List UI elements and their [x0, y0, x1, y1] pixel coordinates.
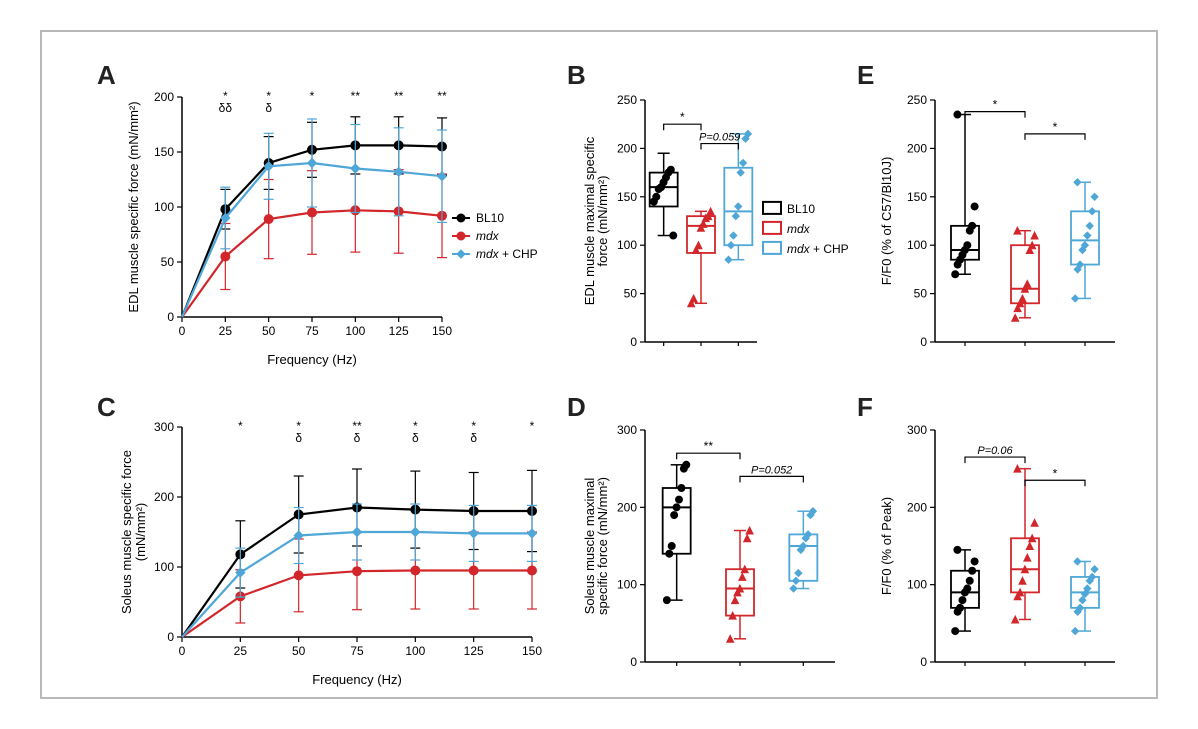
- svg-text:300: 300: [154, 420, 174, 434]
- svg-text:**: **: [704, 439, 714, 453]
- svg-text:δ: δ: [470, 431, 477, 445]
- panel-label-D: D: [567, 392, 586, 423]
- svg-text:F/F0 (% of C57/Bl10J): F/F0 (% of C57/Bl10J): [879, 157, 894, 286]
- svg-text:(mN/mm²): (mN/mm²): [133, 503, 148, 561]
- svg-text:50: 50: [292, 644, 306, 658]
- svg-text:75: 75: [305, 324, 319, 338]
- svg-text:100: 100: [617, 238, 637, 252]
- panel-E-chart: 0 50 100 150 200 250 F/F0 (% of C57/Bl10J) * *: [877, 82, 1127, 372]
- panel-label-C: C: [97, 392, 116, 423]
- svg-text:0: 0: [167, 630, 174, 644]
- svg-text:100: 100: [617, 578, 637, 592]
- svg-text:50: 50: [161, 255, 175, 269]
- svg-text:200: 200: [617, 500, 637, 514]
- svg-text:δ: δ: [354, 431, 361, 445]
- svg-text:*: *: [238, 419, 243, 433]
- svg-text:100: 100: [907, 578, 927, 592]
- svg-text:δ: δ: [295, 431, 302, 445]
- svg-text:Frequency (Hz): Frequency (Hz): [312, 672, 402, 687]
- svg-text:*: *: [310, 89, 315, 103]
- svg-text:150: 150: [522, 644, 542, 658]
- svg-text:250: 250: [617, 93, 637, 107]
- panel-B-chart: 050100150200250EDL muscle maximal specif…: [587, 82, 847, 372]
- svg-text:150: 150: [432, 324, 452, 338]
- svg-text:300: 300: [907, 423, 927, 437]
- svg-text:*: *: [993, 98, 998, 112]
- svg-text:0: 0: [167, 310, 174, 324]
- svg-text:200: 200: [154, 490, 174, 504]
- svg-text:0: 0: [630, 655, 637, 669]
- svg-text:P=0.06: P=0.06: [977, 445, 1013, 457]
- svg-text:25: 25: [234, 644, 248, 658]
- svg-text:**: **: [437, 89, 447, 103]
- svg-text:200: 200: [154, 90, 174, 104]
- svg-text:P=0.052: P=0.052: [751, 464, 792, 476]
- panel-F-chart: 0 100 200 300 F/F0 (% of Peak) P=0.06 *: [877, 412, 1127, 692]
- svg-text:*: *: [680, 110, 685, 124]
- svg-text:**: **: [394, 89, 404, 103]
- svg-text:0: 0: [630, 335, 637, 349]
- svg-text:BL10: BL10: [476, 211, 504, 225]
- panel-label-A: A: [97, 60, 116, 91]
- svg-text:50: 50: [914, 287, 928, 301]
- svg-text:125: 125: [464, 644, 484, 658]
- svg-text:200: 200: [907, 141, 927, 155]
- svg-text:Frequency (Hz): Frequency (Hz): [267, 352, 357, 367]
- svg-text:mdx + CHP: mdx + CHP: [787, 242, 849, 256]
- svg-text:P=0.059: P=0.059: [699, 132, 740, 144]
- svg-text:0: 0: [920, 335, 927, 349]
- svg-text:δ: δ: [265, 101, 272, 115]
- svg-text:*: *: [1053, 466, 1058, 480]
- svg-text:100: 100: [405, 644, 425, 658]
- svg-text:100: 100: [154, 560, 174, 574]
- svg-text:0: 0: [179, 324, 186, 338]
- svg-text:200: 200: [907, 500, 927, 514]
- svg-text:0: 0: [920, 655, 927, 669]
- svg-text:250: 250: [907, 93, 927, 107]
- svg-text:mdx: mdx: [476, 229, 500, 243]
- svg-text:*: *: [530, 419, 535, 433]
- panel-label-F: F: [857, 392, 873, 423]
- svg-text:**: **: [351, 89, 361, 103]
- svg-text:0: 0: [179, 644, 186, 658]
- svg-text:25: 25: [219, 324, 233, 338]
- svg-text:100: 100: [907, 238, 927, 252]
- svg-text:δ: δ: [412, 431, 419, 445]
- figure-frame: A B E C D F 0 50 100 150 200 0 25 50 75 100 125 150…: [40, 30, 1158, 699]
- svg-text:150: 150: [617, 190, 637, 204]
- svg-text:F/F0 (% of Peak): F/F0 (% of Peak): [879, 497, 894, 595]
- panel-label-B: B: [567, 60, 586, 91]
- svg-text:specific force (mN/mm²): specific force (mN/mm²): [595, 477, 610, 615]
- svg-text:50: 50: [262, 324, 276, 338]
- svg-text:100: 100: [345, 324, 365, 338]
- svg-text:50: 50: [624, 287, 638, 301]
- svg-text:δδ: δδ: [219, 101, 233, 115]
- svg-text:200: 200: [617, 141, 637, 155]
- svg-text:*: *: [1053, 120, 1058, 134]
- svg-text:EDL muscle specific force (mN/: EDL muscle specific force (mN/mm²): [126, 101, 141, 312]
- svg-text:300: 300: [617, 423, 637, 437]
- svg-text:75: 75: [350, 644, 364, 658]
- svg-text:mdx: mdx: [787, 222, 811, 236]
- svg-text:125: 125: [389, 324, 409, 338]
- panel-C-chart: 0 100 200 300 0 25 50 75 100 125 150 Frequency (Hz)…: [122, 412, 552, 692]
- svg-text:mdx + CHP: mdx + CHP: [476, 247, 538, 261]
- svg-text:Soleus muscle specific force: Soleus muscle specific force: [119, 450, 134, 614]
- panel-label-E: E: [857, 60, 874, 91]
- svg-text:BL10: BL10: [787, 202, 815, 216]
- svg-text:150: 150: [907, 190, 927, 204]
- svg-text:force (mN/mm²): force (mN/mm²): [595, 176, 610, 267]
- svg-text:100: 100: [154, 200, 174, 214]
- svg-text:150: 150: [154, 145, 174, 159]
- panel-A-chart: 0 50 100 150 200 0 25 50 75 100 125 150 Frequency (H…: [122, 82, 552, 372]
- panel-D-chart: 0100200300Soleus muscle maximalspecific …: [587, 412, 847, 692]
